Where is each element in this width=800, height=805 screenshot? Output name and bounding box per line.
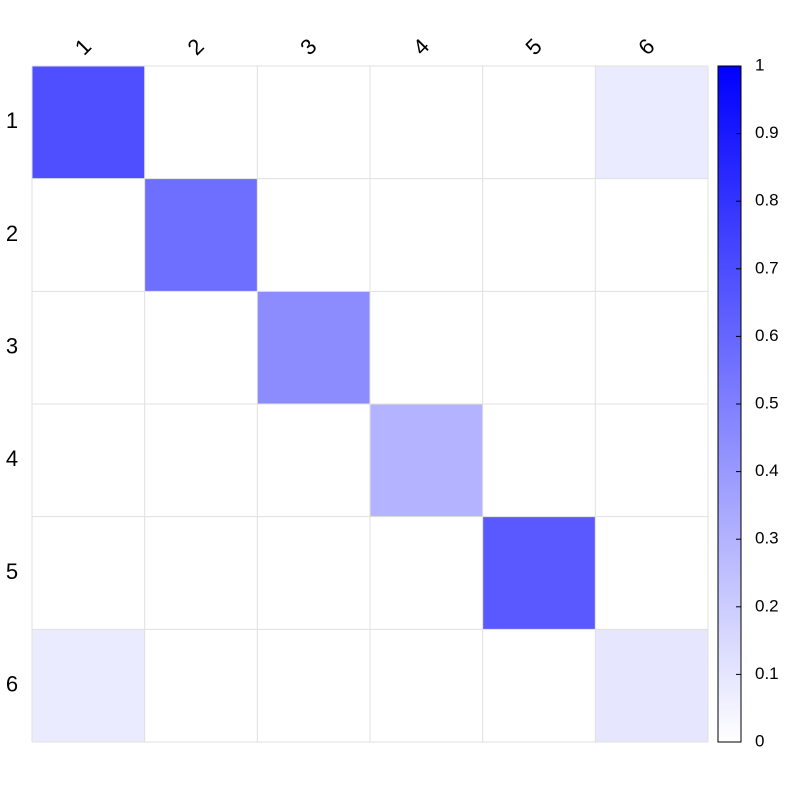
heatmap-cell-r1-c1 [32,66,145,179]
colorbar-tick-label: 0 [755,731,764,750]
y-tick-label: 3 [6,333,18,358]
heatmap-cell-r6-c3 [257,629,370,742]
colorbar-tick-label: 0.3 [755,529,779,548]
y-tick-label: 1 [6,108,18,133]
heatmap-cell-r4-c5 [482,404,596,517]
heatmap-cell-r1-c2 [144,66,258,179]
heatmap-cell-r2-c4 [370,178,483,292]
colorbar-tick-label: 0.4 [755,461,779,480]
heatmap-cell-r3-c2 [144,291,258,404]
heatmap-cell-r6-c4 [370,629,483,742]
heatmap-cell-r1-c5 [482,66,596,179]
colorbar-tick-label: 0.1 [755,664,779,683]
heatmap-cell-r3-c3 [257,291,370,404]
heatmap-cells [32,66,708,742]
colorbar-tick-label: 1 [755,55,764,74]
heatmap-cell-r6-c6 [595,629,708,742]
heatmap-cell-r5-c2 [144,516,258,630]
heatmap-cell-r4-c4 [370,404,483,517]
heatmap-cell-r1-c6 [595,66,708,179]
heatmap-cell-r5-c3 [257,516,370,630]
heatmap-cell-r5-c1 [32,516,145,630]
y-tick-label: 2 [6,221,18,246]
heatmap-cell-r1-c3 [257,66,370,179]
heatmap-cell-r6-c5 [482,629,596,742]
colorbar-tick-label: 0.2 [755,596,779,615]
heatmap-cell-r4-c6 [595,404,708,517]
x-tick-label: 5 [521,34,547,60]
heatmap-cell-r6-c2 [144,629,258,742]
heatmap-cell-r3-c4 [370,291,483,404]
heatmap-cell-r3-c5 [482,291,596,404]
x-tick-label: 1 [70,34,96,60]
colorbar-ticks: 0 0.1 0.2 0.3 0.4 0.5 0.6 0.7 0.8 0.9 1 [736,55,779,750]
heatmap-cell-r4-c2 [144,404,258,517]
heatmap-cell-r2-c1 [32,178,145,292]
heatmap-cell-r4-c1 [32,404,145,517]
heatmap-grid [31,65,709,743]
heatmap-cell-r2-c6 [595,178,708,292]
y-axis-labels: 1 2 3 4 5 6 [6,108,18,696]
heatmap-cell-r4-c3 [257,404,370,517]
x-tick-label: 4 [408,34,434,60]
heatmap-cell-r3-c1 [32,291,145,404]
heatmap-cell-r3-c6 [595,291,708,404]
heatmap-cell-r2-c2 [144,178,258,292]
colorbar: 0 0.1 0.2 0.3 0.4 0.5 0.6 0.7 0.8 0.9 1 [717,55,779,750]
heatmap-cell-r5-c6 [595,516,708,630]
heatmap-cell-r6-c1 [32,629,145,742]
x-tick-label: 3 [295,34,321,60]
heatmap-cell-r1-c4 [370,66,483,179]
x-tick-label: 2 [183,34,209,60]
colorbar-tick-label: 0.8 [755,191,779,210]
heatmap-cell-r2-c3 [257,178,370,292]
colorbar-tick-label: 0.5 [755,393,779,412]
heatmap-cell-r5-c5 [482,516,596,630]
colorbar-tick-label: 0.7 [755,258,779,277]
y-tick-label: 4 [6,446,18,471]
x-tick-label: 6 [633,34,659,60]
y-tick-label: 5 [6,559,18,584]
heatmap-cell-r5-c4 [370,516,483,630]
y-tick-label: 6 [6,671,18,696]
colorbar-tick-label: 0.6 [755,326,779,345]
x-axis-labels: 1 2 3 4 5 6 [70,34,660,60]
colorbar-tick-label: 0.9 [755,123,779,142]
heatmap-cell-r2-c5 [482,178,596,292]
